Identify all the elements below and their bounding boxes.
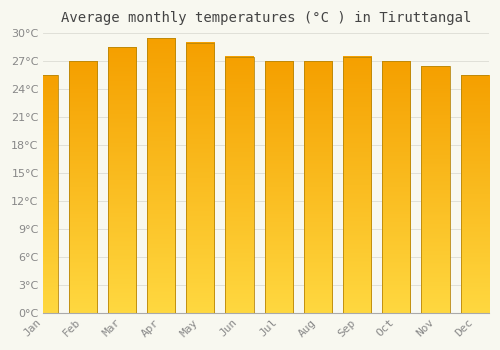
Bar bbox=[422, 66, 450, 313]
Bar bbox=[264, 61, 293, 313]
Bar bbox=[186, 43, 214, 313]
Title: Average monthly temperatures (°C ) in Tiruttangal: Average monthly temperatures (°C ) in Ti… bbox=[61, 11, 472, 25]
Bar bbox=[226, 56, 254, 313]
Bar bbox=[30, 75, 58, 313]
Bar bbox=[460, 75, 489, 313]
Bar bbox=[108, 47, 136, 313]
Bar bbox=[343, 56, 372, 313]
Bar bbox=[68, 61, 97, 313]
Bar bbox=[304, 61, 332, 313]
Bar bbox=[382, 61, 410, 313]
Bar bbox=[147, 38, 175, 313]
